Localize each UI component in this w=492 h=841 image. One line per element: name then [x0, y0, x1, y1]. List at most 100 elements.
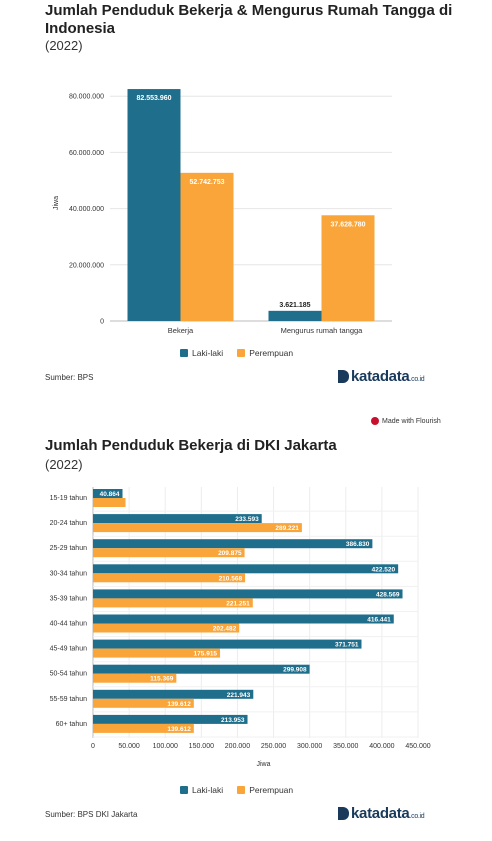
chart1-subtitle: (2022) — [45, 38, 83, 53]
data-label: 299.908 — [283, 667, 307, 674]
data-label: 3.621.185 — [279, 302, 310, 309]
legend-label-laki: Laki-laki — [192, 348, 224, 358]
chart2-title: Jumlah Penduduk Bekerja di DKI Jakarta — [45, 437, 337, 454]
data-label: 115.369 — [150, 676, 174, 683]
bar-perempuan — [93, 523, 302, 533]
data-label: 82.553.960 — [136, 95, 171, 102]
made-with-flourish-link[interactable]: Made with Flourish — [371, 417, 441, 425]
x-tick-label: 300.000 — [297, 743, 322, 750]
chart2-legend: Laki-laki Perempuan — [180, 785, 293, 795]
y-tick-label: 30-34 tahun — [50, 570, 87, 577]
legend-label-perempuan-2: Perempuan — [249, 785, 294, 795]
data-label: 221.943 — [227, 692, 251, 699]
legend-swatch-laki-2 — [180, 786, 188, 794]
legend-label-perempuan: Perempuan — [249, 348, 294, 358]
legend-item-perempuan: Perempuan — [237, 348, 293, 358]
data-label: 213.953 — [221, 717, 245, 724]
chart1-title: Jumlah Penduduk Bekerja & Mengurus Rumah… — [45, 2, 453, 37]
bar-perempuan — [93, 548, 245, 558]
x-tick-label: 0 — [91, 743, 95, 750]
bar-laki — [93, 689, 254, 699]
data-label: 416.441 — [367, 617, 391, 624]
bar-perempuan — [93, 673, 177, 683]
data-label: 422.520 — [372, 566, 396, 573]
bar-perempuan — [93, 573, 246, 583]
katadata-logo-2: katadata.co.id — [338, 805, 425, 822]
bar-laki — [268, 310, 322, 321]
bar-laki — [93, 589, 403, 599]
chart1-source: Sumber: BPS — [45, 373, 94, 382]
data-label: 202.482 — [213, 626, 237, 633]
x-axis-label: Jiwa — [256, 761, 270, 768]
katadata-logo-tld: .co.id — [409, 376, 425, 383]
data-label: 175.915 — [194, 651, 218, 658]
bar-perempuan — [93, 723, 194, 733]
x-tick-label: 450.000 — [405, 743, 430, 750]
bar-perempuan — [93, 623, 240, 633]
bar-laki — [93, 714, 248, 724]
data-label: 52.742.753 — [189, 179, 224, 186]
data-label: 139.612 — [167, 726, 191, 733]
bar-laki — [93, 614, 394, 624]
legend-label-laki-2: Laki-laki — [192, 785, 224, 795]
bar-laki — [127, 89, 181, 321]
y-tick-label: 40.000.000 — [69, 206, 104, 213]
x-tick-label: 350.000 — [333, 743, 358, 750]
data-label: 209.875 — [218, 550, 242, 557]
x-tick-label: 400.000 — [369, 743, 394, 750]
bar-laki — [93, 639, 362, 649]
katadata-logo-text: katadata — [351, 368, 410, 385]
y-tick-label: 50-54 tahun — [50, 671, 87, 678]
katadata-logo-mark-2 — [338, 807, 349, 820]
katadata-logo-text-2: katadata — [351, 805, 410, 822]
data-label: 386.830 — [346, 541, 370, 548]
katadata-logo-mark — [338, 370, 349, 383]
data-label: 37.628.780 — [330, 221, 365, 228]
y-tick-label: 20-24 tahun — [50, 520, 87, 527]
x-tick-label: Mengurus rumah tangga — [281, 326, 364, 335]
bar-laki — [93, 489, 123, 498]
data-label: 210.568 — [219, 575, 243, 582]
bar-perempuan — [321, 215, 375, 321]
x-tick-label: Bekerja — [168, 326, 194, 335]
data-label: 428.569 — [376, 591, 400, 598]
chart1-legend: Laki-laki Perempuan — [180, 348, 293, 358]
legend-item-perempuan-2: Perempuan — [237, 785, 293, 795]
data-label: 371.751 — [335, 642, 359, 649]
bar-laki — [93, 564, 399, 574]
flourish-icon — [371, 417, 379, 425]
data-label: 139.612 — [167, 701, 191, 708]
y-tick-label: 15-19 tahun — [50, 495, 87, 502]
bar-perempuan — [180, 172, 234, 321]
data-label: 40.864 — [100, 491, 120, 498]
legend-item-laki-2: Laki-laki — [180, 785, 223, 795]
x-tick-label: 50.000 — [118, 743, 140, 750]
chart2-plot: 0 50.000 100.000 150.000 200.000 250.000 300.0… — [50, 487, 431, 768]
y-tick-label: 40-44 tahun — [50, 621, 87, 628]
bar-perempuan — [93, 598, 253, 608]
chart2-source: Sumber: BPS DKI Jakarta — [45, 810, 138, 819]
y-tick-label: 60.000.000 — [69, 150, 104, 157]
data-label: 289.221 — [275, 525, 299, 532]
y-tick-label: 0 — [100, 319, 104, 326]
data-label: 221.251 — [226, 600, 250, 607]
chart1-plot: 0 20.000.000 40.000.000 60.000.000 80.000.00… — [53, 89, 392, 335]
y-tick-label: 60+ tahun — [56, 721, 87, 728]
katadata-logo-tld-2: .co.id — [409, 813, 425, 820]
y-tick-label: 20.000.000 — [69, 262, 104, 269]
flourish-label: Made with Flourish — [382, 417, 441, 425]
bar-perempuan — [93, 498, 126, 507]
y-tick-label: 35-39 tahun — [50, 595, 87, 602]
x-tick-label: 100.000 — [153, 743, 178, 750]
katadata-logo: katadata.co.id — [338, 368, 425, 385]
x-tick-label: 150.000 — [189, 743, 214, 750]
y-tick-label: 45-49 tahun — [50, 646, 87, 653]
y-axis-label: Jiwa — [53, 196, 60, 210]
x-tick-label: 250.000 — [261, 743, 286, 750]
bar-laki — [93, 539, 373, 549]
bar-perempuan — [93, 648, 221, 658]
legend-item-laki: Laki-laki — [180, 348, 223, 358]
y-tick-label: 25-29 tahun — [50, 545, 87, 552]
x-tick-label: 200.000 — [225, 743, 250, 750]
chart2-subtitle: (2022) — [45, 457, 83, 472]
